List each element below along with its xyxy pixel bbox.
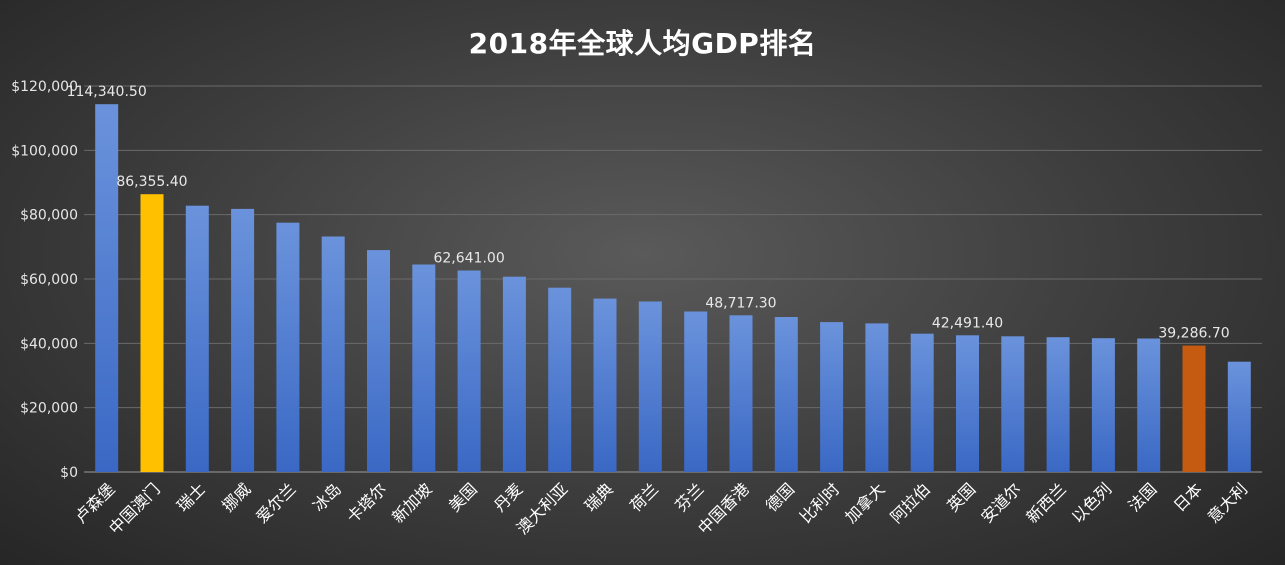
bar [638,301,662,472]
x-tick-label: 加拿大 [841,479,888,526]
x-tick-label: 日本 [1170,479,1206,515]
bar [1137,338,1161,472]
data-label: 114,340.50 [67,84,147,100]
bar [593,298,617,472]
chart-title: 2018年全球人均GDP排名 [468,27,817,60]
bar [956,335,979,472]
bar [684,311,708,472]
bar [457,270,481,472]
data-label: 86,355.40 [116,174,187,190]
bar [1001,336,1025,472]
x-tick-label: 比利时 [796,479,843,526]
bar [548,287,572,472]
x-tick-label: 芬兰 [671,479,707,515]
x-tick-label: 阿拉伯 [887,479,934,526]
y-tick-label: $120,000 [11,79,78,95]
x-tick-label: 意大利 [1204,479,1251,526]
x-tick-label: 英国 [943,479,979,515]
y-tick-label: $100,000 [11,143,78,159]
bar [1227,361,1251,472]
y-tick-label: $40,000 [20,336,78,352]
x-tick-label: 中国澳门 [105,479,164,538]
x-tick-label: 德国 [762,479,798,515]
bar [367,250,390,472]
y-tick-label: $0 [60,465,78,481]
bar [865,323,889,472]
bars [95,104,1251,472]
bar [1046,337,1070,472]
bar [412,264,436,472]
bar [231,208,255,472]
bar [774,317,798,472]
x-tick-label: 丹麦 [490,479,526,515]
x-tick-label: 美国 [445,479,481,515]
x-tick-label: 以色列 [1068,479,1115,526]
x-tick-label: 荷兰 [626,479,662,515]
gridlines [84,85,1262,473]
bar [321,236,345,472]
x-tick-label: 法国 [1124,479,1160,515]
x-tick-label: 爱尔兰 [252,479,299,526]
x-tick-label: 澳大利亚 [513,479,572,538]
bar [1182,345,1206,472]
x-tick-label: 中国香港 [694,479,753,538]
y-tick-label: $60,000 [20,272,78,288]
y-tick-label: $80,000 [20,208,78,224]
x-tick-label: 卡塔尔 [343,479,390,526]
bar [1091,338,1115,472]
x-tick-label: 安道尔 [977,479,1024,526]
bar [910,333,934,472]
data-label: 48,717.30 [705,295,776,311]
x-tick-label: 瑞士 [173,479,209,515]
data-label: 62,641.00 [433,251,504,267]
y-axis-ticks: $0 $20,000 $40,000 $60,000 $80,000 $100,000 $1… [11,79,78,481]
bar [729,315,753,472]
data-labels: 114,340.50 86,355.40 62,641.00 48,717.30 42,… [67,84,1230,341]
x-tick-label: 挪威 [218,479,254,515]
x-tick-label: 新加坡 [388,479,435,526]
bar [276,222,300,472]
data-label: 39,286.70 [1158,326,1229,342]
bar [95,104,119,472]
bar [140,194,164,472]
x-tick-label: 冰岛 [309,479,345,515]
bar [185,205,209,472]
x-tick-label: 瑞典 [581,479,617,515]
bar [502,276,526,472]
data-label: 42,491.40 [932,315,1003,331]
bar [820,322,844,472]
y-tick-label: $20,000 [20,401,78,417]
x-tick-label: 新西兰 [1023,479,1070,526]
